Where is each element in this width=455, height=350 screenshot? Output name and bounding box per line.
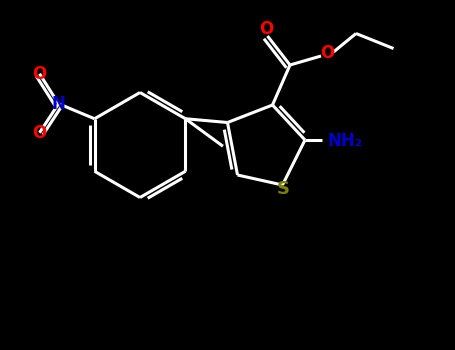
Text: O: O (32, 65, 47, 83)
Text: S: S (277, 180, 290, 198)
Text: O: O (32, 124, 47, 142)
Text: N: N (51, 95, 66, 113)
Text: NH₂: NH₂ (328, 132, 363, 150)
Text: O: O (259, 20, 273, 38)
Text: O: O (320, 44, 334, 63)
